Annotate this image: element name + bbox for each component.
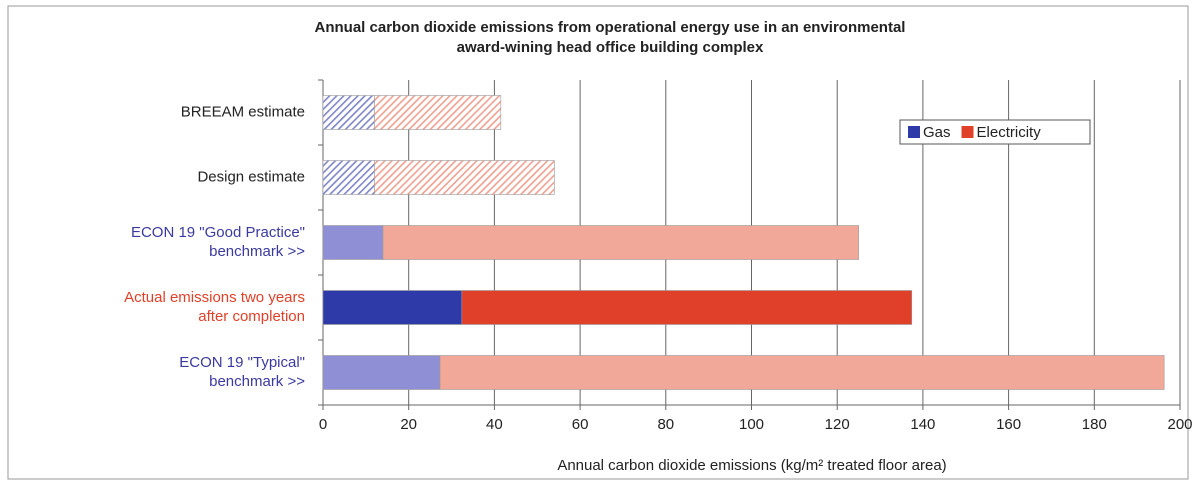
x-tick-label: 80	[657, 416, 674, 433]
bar-segment	[382, 225, 859, 260]
chart-title: Annual carbon dioxide emissions from ope…	[315, 19, 906, 36]
bar-segment	[461, 290, 913, 325]
x-axis-label: Annual carbon dioxide emissions (kg/m² t…	[557, 457, 946, 474]
y-tick-label: BREEAM estimate	[181, 103, 305, 120]
x-tick-label: 100	[739, 416, 764, 433]
bar-segment	[322, 160, 375, 195]
y-tick-label: ECON 19 "Good Practice" benchmark >>	[131, 224, 305, 260]
legend: Gas Electricity	[899, 119, 1091, 145]
legend-label: Gas	[923, 124, 951, 141]
bar-segment	[322, 290, 463, 325]
legend-swatch	[961, 126, 974, 138]
x-tick-label: 40	[486, 416, 503, 433]
y-tick-label: Design estimate	[197, 168, 305, 185]
x-tick-label: 140	[910, 416, 935, 433]
x-tick-label: 160	[996, 416, 1021, 433]
legend-swatch	[908, 126, 920, 138]
x-tick-label: 120	[825, 416, 850, 433]
legend-label: Electricity	[977, 124, 1042, 141]
legend-box	[899, 119, 1091, 145]
bar-segment	[374, 95, 502, 130]
chart-title: award-wining head office building comple…	[457, 39, 764, 56]
bar-segment	[439, 355, 1165, 390]
bar-segment	[374, 160, 555, 195]
y-tick-label: Actual emissions two years after completi…	[124, 289, 305, 325]
x-tick-label: 60	[572, 416, 589, 433]
x-tick-label: 0	[319, 416, 327, 433]
x-tick-label: 180	[1082, 416, 1107, 433]
y-tick-label: ECON 19 "Typical" benchmark >>	[179, 354, 305, 390]
x-tick-label: 20	[400, 416, 417, 433]
x-tick-label: 200	[1167, 416, 1192, 433]
bar-segment	[322, 225, 384, 260]
bar-segment	[322, 355, 441, 390]
bar-segment	[322, 95, 375, 130]
